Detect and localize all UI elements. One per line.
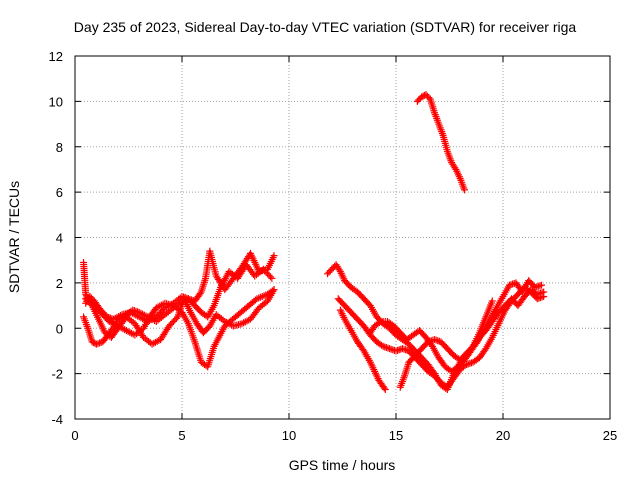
y-tick-label: 2 bbox=[56, 276, 63, 291]
y-tick-label: -2 bbox=[51, 367, 63, 382]
data-point-marker bbox=[270, 286, 278, 294]
data-point-marker bbox=[335, 266, 343, 274]
data-point-marker bbox=[378, 341, 386, 349]
x-tick-label: 5 bbox=[178, 428, 185, 443]
grid-lines bbox=[75, 56, 610, 419]
x-tick-label: 25 bbox=[603, 428, 617, 443]
data-point-marker bbox=[254, 305, 262, 313]
data-point-marker bbox=[460, 186, 468, 194]
plot-frame bbox=[74, 55, 611, 420]
data-point-marker bbox=[488, 297, 496, 305]
data-point-marker bbox=[538, 281, 546, 289]
data-point-marker bbox=[172, 314, 180, 322]
data-point-marker bbox=[266, 273, 274, 281]
y-tick-label: 10 bbox=[49, 94, 63, 109]
series-track-g bbox=[336, 306, 389, 394]
x-axis-label: GPS time / hours bbox=[289, 457, 396, 473]
y-tick-label: 6 bbox=[56, 185, 63, 200]
data-point-marker bbox=[540, 288, 548, 296]
x-tick-label: 10 bbox=[282, 428, 296, 443]
y-axis-label: SDTVAR / TECUs bbox=[6, 181, 22, 293]
y-tick-label: 4 bbox=[56, 231, 63, 246]
data-point-marker bbox=[268, 274, 276, 282]
series-track-j bbox=[413, 91, 468, 194]
data-point-marker bbox=[196, 289, 204, 297]
data-points bbox=[80, 91, 548, 394]
y-tick-label: -4 bbox=[51, 412, 63, 427]
y-tick-label: 8 bbox=[56, 140, 63, 155]
axis-ticks: 0 5 10 15 20 25 -4 -2 0 2 4 6 8 10 12 bbox=[49, 49, 618, 443]
chart-title: Day 235 of 2023, Sidereal Day-to-day VTE… bbox=[74, 19, 577, 35]
y-tick-label: 12 bbox=[49, 49, 63, 64]
data-point-marker bbox=[381, 386, 389, 394]
x-tick-label: 15 bbox=[389, 428, 403, 443]
data-point-marker bbox=[116, 312, 124, 320]
series-track-c bbox=[82, 261, 276, 325]
x-tick-label: 0 bbox=[71, 428, 78, 443]
y-tick-label: 0 bbox=[56, 321, 63, 336]
data-point-marker bbox=[270, 252, 278, 260]
data-point-marker bbox=[451, 164, 459, 172]
series-track-d bbox=[82, 286, 278, 348]
series-track-i bbox=[396, 286, 548, 391]
data-point-marker bbox=[380, 384, 388, 392]
x-tick-label: 20 bbox=[496, 428, 510, 443]
data-point-marker bbox=[375, 319, 383, 327]
